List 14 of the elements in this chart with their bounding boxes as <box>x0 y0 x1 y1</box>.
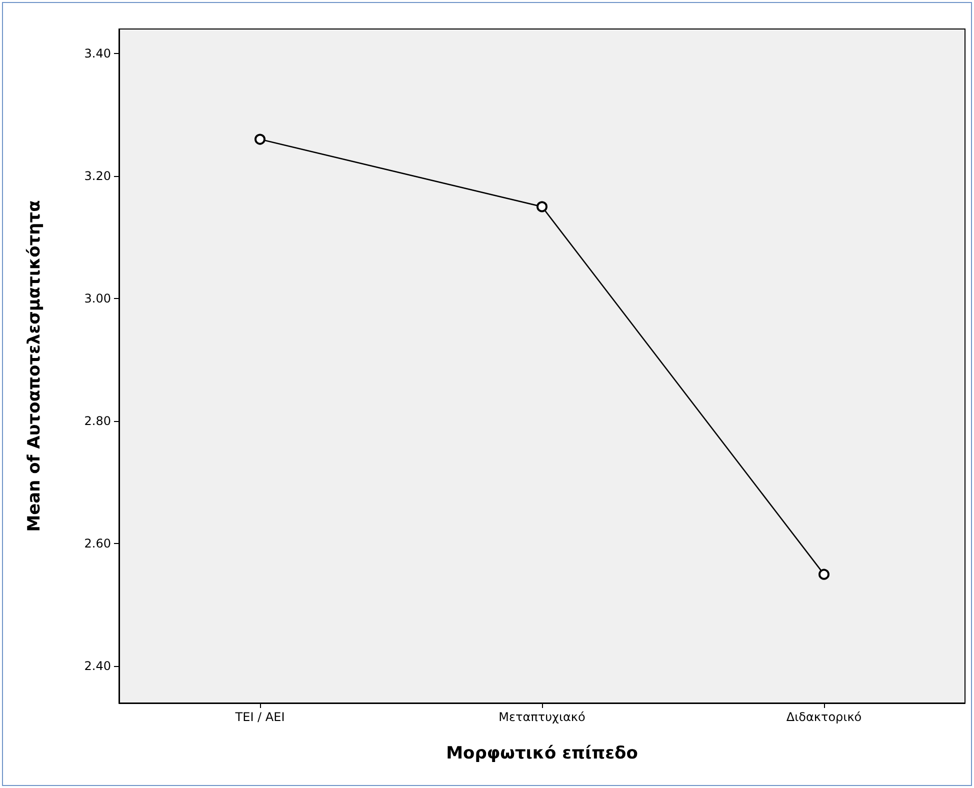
x-tick-label: Μεταπτυχιακό <box>498 710 586 724</box>
x-tick-label: TEI / AEI <box>234 710 285 724</box>
y-tick-label: 3.20 <box>84 169 111 184</box>
y-tick-label: 3.00 <box>84 292 111 306</box>
x-tick-label: Διδακτορικό <box>786 710 862 724</box>
x-axis-title: Μορφωτικό επίπεδο <box>446 744 638 764</box>
point <box>254 134 266 145</box>
y-tick-label: 3.40 <box>84 46 111 61</box>
y-axis-title: Mean of Αυτοαποτελεσματικότητα <box>24 200 44 532</box>
point <box>536 201 548 212</box>
point <box>818 568 830 580</box>
y-tick-label: 2.80 <box>84 414 111 428</box>
y-tick-label: 2.60 <box>84 536 111 551</box>
y-tick-label: 2.40 <box>84 659 111 674</box>
